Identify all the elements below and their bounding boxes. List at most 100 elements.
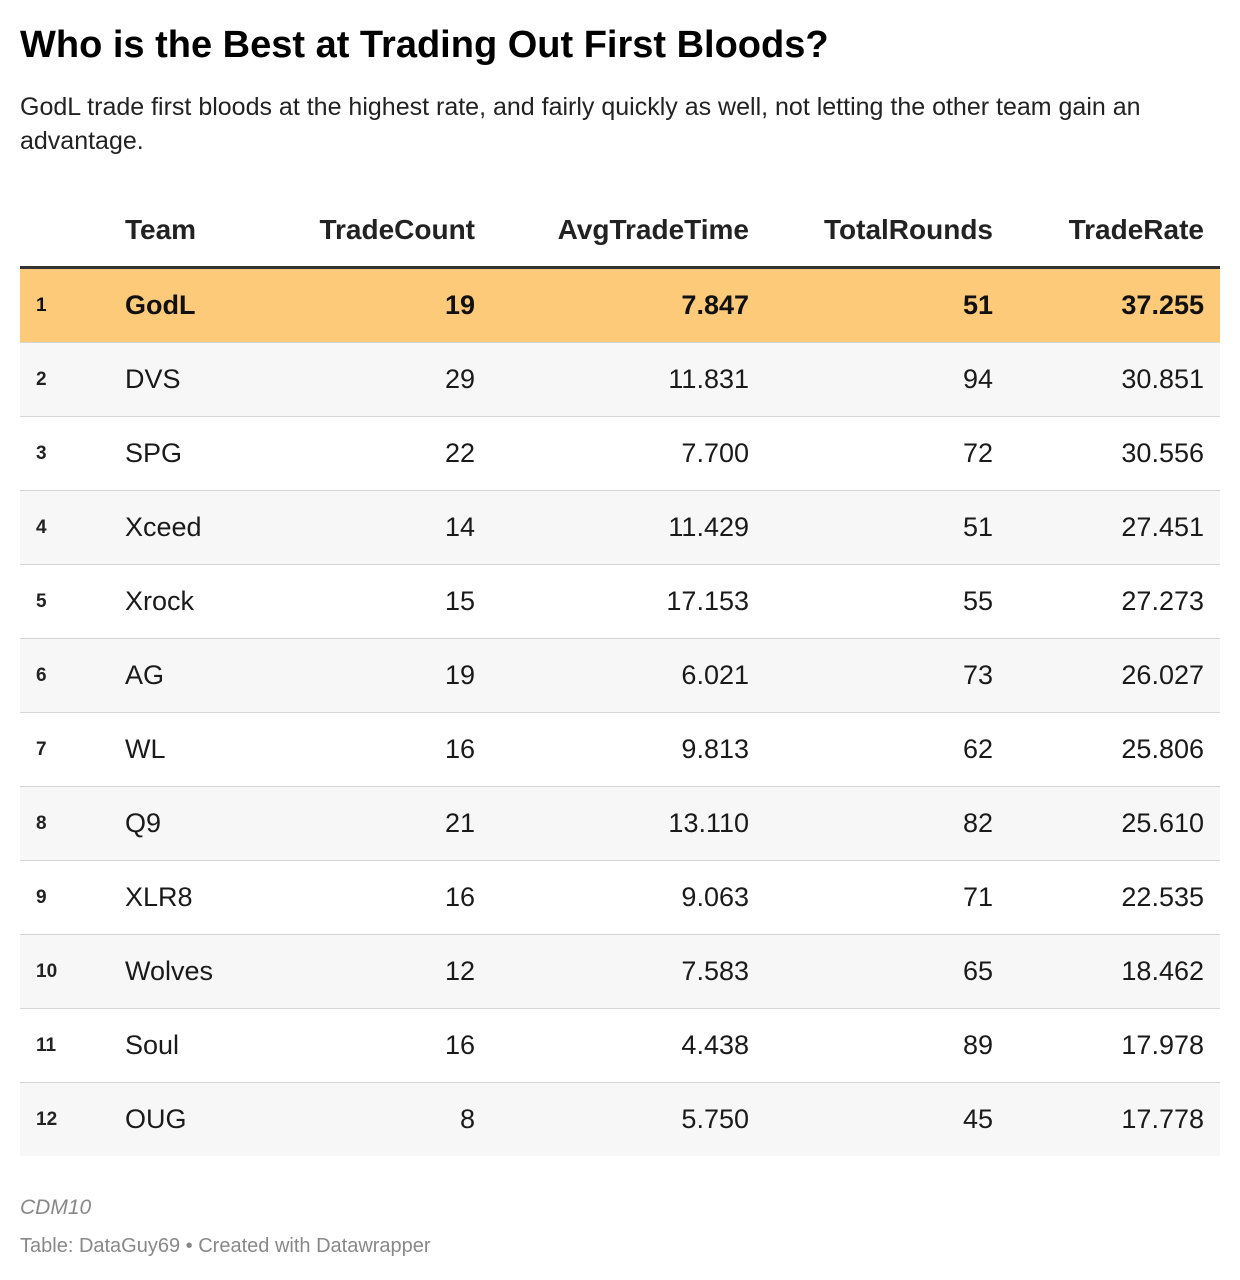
avgtradetime-cell: 7.583: [475, 934, 749, 1009]
rank-cell: 5: [20, 564, 125, 639]
table-row: 8 Q9 21 13.110 82 25.610: [20, 786, 1220, 861]
team-cell: Q9: [125, 786, 293, 861]
tradecount-cell: 8: [293, 1082, 475, 1156]
page-title: Who is the Best at Trading Out First Blo…: [20, 24, 829, 66]
avgtradetime-cell: 5.750: [475, 1082, 749, 1156]
header-row: Team TradeCount AvgTradeTime TotalRounds…: [20, 194, 1220, 269]
avgtradetime-cell: 4.438: [475, 1008, 749, 1083]
rank-cell: 1: [20, 267, 125, 343]
team-cell: OUG: [125, 1082, 293, 1156]
avgtradetime-cell: 17.153: [475, 564, 749, 639]
traderate-cell: 27.451: [993, 490, 1220, 565]
traderate-cell: 30.851: [993, 342, 1220, 417]
column-header-traderate[interactable]: TradeRate: [993, 194, 1220, 269]
rank-cell: 6: [20, 638, 125, 713]
rank-cell: 4: [20, 490, 125, 565]
team-cell: DVS: [125, 342, 293, 417]
table-body: 1 GodL 19 7.847 51 37.255 2 DVS 29 11.831 94 30.851…: [20, 267, 1220, 1156]
tradecount-cell: 21: [293, 786, 475, 861]
rank-cell: 9: [20, 860, 125, 935]
source-link[interactable]: DataGuy69: [78, 1235, 181, 1257]
table-row: 2 DVS 29 11.831 94 30.851: [20, 342, 1220, 417]
team-cell: Soul: [125, 1008, 293, 1083]
source-label: Table:: [20, 1235, 79, 1257]
column-header-rank[interactable]: [20, 194, 125, 269]
rank-cell: 8: [20, 786, 125, 861]
table-row: 9 XLR8 16 9.063 71 22.535: [20, 860, 1220, 935]
tradecount-cell: 22: [293, 416, 475, 491]
table-row: 7 WL 16 9.813 62 25.806: [20, 712, 1220, 787]
tradecount-cell: 29: [293, 342, 475, 417]
team-cell: Xceed: [125, 490, 293, 565]
tradecount-cell: 14: [293, 490, 475, 565]
totalrounds-cell: 51: [749, 267, 993, 343]
tradecount-cell: 19: [293, 638, 475, 713]
table-note: CDM10: [20, 1196, 92, 1219]
table-row: 11 Soul 16 4.438 89 17.978: [20, 1008, 1220, 1083]
totalrounds-cell: 65: [749, 934, 993, 1009]
team-cell: AG: [125, 638, 293, 713]
team-cell: WL: [125, 712, 293, 787]
totalrounds-cell: 82: [749, 786, 993, 861]
datawrapper-credit-link[interactable]: Created with Datawrapper: [198, 1235, 431, 1257]
table-row: 1 GodL 19 7.847 51 37.255: [20, 267, 1220, 343]
rank-cell: 3: [20, 416, 125, 491]
table-row: 6 AG 19 6.021 73 26.027: [20, 638, 1220, 713]
footer-separator: •: [180, 1235, 199, 1257]
table-row: 12 OUG 8 5.750 45 17.778: [20, 1082, 1220, 1156]
traderate-cell: 25.610: [993, 786, 1220, 861]
table-row: 4 Xceed 14 11.429 51 27.451: [20, 490, 1220, 565]
rank-cell: 12: [20, 1082, 125, 1156]
totalrounds-cell: 45: [749, 1082, 993, 1156]
totalrounds-cell: 72: [749, 416, 993, 491]
totalrounds-cell: 62: [749, 712, 993, 787]
team-cell: Wolves: [125, 934, 293, 1009]
rank-cell: 2: [20, 342, 125, 417]
rank-cell: 10: [20, 934, 125, 1009]
tradecount-cell: 12: [293, 934, 475, 1009]
totalrounds-cell: 71: [749, 860, 993, 935]
totalrounds-cell: 55: [749, 564, 993, 639]
avgtradetime-cell: 7.847: [475, 267, 749, 343]
table-row: 5 Xrock 15 17.153 55 27.273: [20, 564, 1220, 639]
tradecount-cell: 15: [293, 564, 475, 639]
column-header-team[interactable]: Team: [125, 194, 293, 269]
traderate-cell: 22.535: [993, 860, 1220, 935]
table-header: Team TradeCount AvgTradeTime TotalRounds…: [20, 194, 1220, 269]
totalrounds-cell: 89: [749, 1008, 993, 1083]
avgtradetime-cell: 7.700: [475, 416, 749, 491]
column-header-tradecount[interactable]: TradeCount: [293, 194, 475, 269]
table-row: 10 Wolves 12 7.583 65 18.462: [20, 934, 1220, 1009]
ranking-table: Team TradeCount AvgTradeTime TotalRounds…: [20, 194, 1220, 1156]
tradecount-cell: 19: [293, 267, 475, 343]
tradecount-cell: 16: [293, 712, 475, 787]
traderate-cell: 27.273: [993, 564, 1220, 639]
team-cell: GodL: [125, 267, 293, 343]
avgtradetime-cell: 9.813: [475, 712, 749, 787]
traderate-cell: 30.556: [993, 416, 1220, 491]
column-header-totalrounds[interactable]: TotalRounds: [749, 194, 993, 269]
rank-cell: 7: [20, 712, 125, 787]
table-row: 3 SPG 22 7.700 72 30.556: [20, 416, 1220, 491]
avgtradetime-cell: 9.063: [475, 860, 749, 935]
totalrounds-cell: 73: [749, 638, 993, 713]
team-cell: SPG: [125, 416, 293, 491]
traderate-cell: 37.255: [993, 267, 1220, 343]
footer-credit: Table: DataGuy69 • Created with Datawrap…: [20, 1235, 431, 1258]
traderate-cell: 18.462: [993, 934, 1220, 1009]
avgtradetime-cell: 11.831: [475, 342, 749, 417]
traderate-cell: 26.027: [993, 638, 1220, 713]
rank-cell: 11: [20, 1008, 125, 1083]
avgtradetime-cell: 13.110: [475, 786, 749, 861]
column-header-avgtradetime[interactable]: AvgTradeTime: [475, 194, 749, 269]
team-cell: Xrock: [125, 564, 293, 639]
totalrounds-cell: 94: [749, 342, 993, 417]
traderate-cell: 17.978: [993, 1008, 1220, 1083]
team-cell: XLR8: [125, 860, 293, 935]
avgtradetime-cell: 6.021: [475, 638, 749, 713]
tradecount-cell: 16: [293, 860, 475, 935]
totalrounds-cell: 51: [749, 490, 993, 565]
avgtradetime-cell: 11.429: [475, 490, 749, 565]
tradecount-cell: 16: [293, 1008, 475, 1083]
page-subtitle: GodL trade first bloods at the highest r…: [20, 93, 1141, 155]
